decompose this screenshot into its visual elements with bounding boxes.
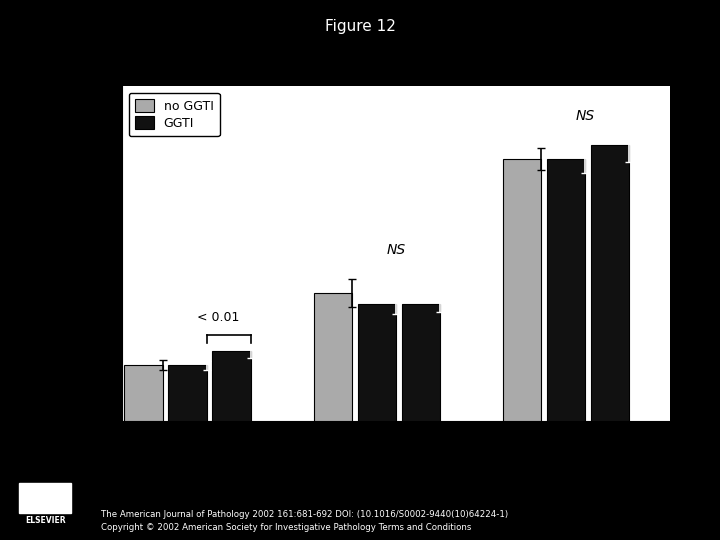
Text: NS: NS (387, 242, 405, 256)
Bar (358, 304, 396, 421)
Text: < 0.01: < 0.01 (197, 310, 239, 323)
Text: NS: NS (576, 109, 595, 123)
Bar (591, 145, 629, 421)
Bar (124, 366, 163, 421)
Text: Copyright © 2002 American Society for Investigative Pathology Terms and Conditio: Copyright © 2002 American Society for In… (101, 523, 471, 532)
Bar (402, 304, 440, 421)
Bar (547, 159, 585, 421)
Y-axis label: % LDH Release: % LDH Release (74, 195, 89, 312)
Bar (168, 366, 207, 421)
Text: The American Journal of Pathology 2002 161:681-692 DOI: (10.1016/S0002-9440(10)6: The American Journal of Pathology 2002 1… (101, 510, 508, 519)
Legend: no GGTI, GGTI: no GGTI, GGTI (129, 93, 220, 136)
Bar (212, 352, 251, 421)
Text: ELSEVIER: ELSEVIER (25, 516, 66, 525)
Text: Fe HQ: Fe HQ (372, 498, 420, 512)
Bar (503, 159, 541, 421)
Text: Figure 12: Figure 12 (325, 19, 395, 34)
Bar (19, 483, 71, 513)
Bar (313, 293, 352, 421)
Text: ADC: ADC (569, 498, 602, 512)
